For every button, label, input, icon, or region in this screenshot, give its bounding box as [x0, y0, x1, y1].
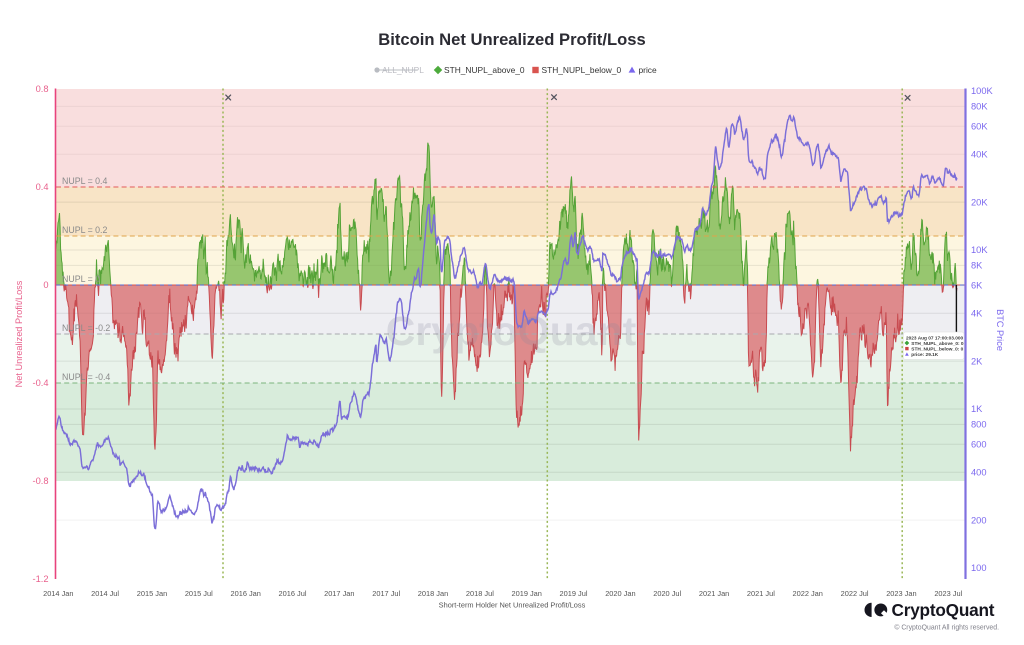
svg-text:80K: 80K	[971, 102, 988, 112]
svg-text:Short-term Holder Net Unrealiz: Short-term Holder Net Unrealized Profit/…	[439, 601, 586, 610]
svg-text:STH_NUPL_above_0: 0: STH_NUPL_above_0: 0	[911, 341, 964, 347]
svg-text:-0.8: -0.8	[32, 476, 48, 486]
svg-text:STH_NUPL_below_0: STH_NUPL_below_0	[542, 65, 622, 75]
svg-text:1K: 1K	[971, 404, 983, 414]
svg-text:6K: 6K	[971, 281, 983, 291]
svg-text:© CryptoQuant All rights reser: © CryptoQuant All rights reserved.	[894, 624, 999, 632]
svg-text:2020 Jan: 2020 Jan	[605, 589, 635, 598]
svg-text:2018 Jul: 2018 Jul	[466, 589, 494, 598]
svg-text:60K: 60K	[971, 122, 988, 132]
svg-text:2022 Jul: 2022 Jul	[841, 589, 869, 598]
svg-text:CryptoQuant: CryptoQuant	[386, 308, 637, 354]
svg-text:20K: 20K	[971, 197, 988, 207]
svg-text:CryptoQuant: CryptoQuant	[892, 600, 995, 620]
svg-text:2016 Jul: 2016 Jul	[279, 589, 307, 598]
svg-text:400: 400	[971, 468, 987, 478]
svg-text:800: 800	[971, 420, 987, 430]
svg-text:100K: 100K	[971, 86, 994, 96]
svg-text:0.8: 0.8	[36, 84, 49, 94]
svg-text:2015 Jul: 2015 Jul	[185, 589, 213, 598]
svg-text:NUPL = 0.2: NUPL = 0.2	[62, 225, 108, 235]
svg-text:Net Unrealized Profit/Loss: Net Unrealized Profit/Loss	[14, 280, 24, 387]
svg-text:2023 Aug 07 17:00:03.000: 2023 Aug 07 17:00:03.000	[906, 336, 963, 342]
svg-text:2015 Jan: 2015 Jan	[137, 589, 167, 598]
svg-text:NUPL = -0.4: NUPL = -0.4	[62, 372, 110, 382]
svg-text:0.4: 0.4	[36, 182, 49, 192]
svg-text:price: 29.1K: price: 29.1K	[911, 352, 938, 358]
svg-text:2018 Jan: 2018 Jan	[418, 589, 448, 598]
svg-text:200: 200	[971, 515, 987, 525]
svg-text:-1.2: -1.2	[32, 574, 48, 584]
svg-text:NUPL = -0.2: NUPL = -0.2	[62, 323, 110, 333]
svg-text:4K: 4K	[971, 309, 983, 319]
svg-text:price: price	[639, 65, 657, 75]
svg-text:BTC Price: BTC Price	[995, 309, 1005, 351]
svg-text:2017 Jan: 2017 Jan	[324, 589, 354, 598]
svg-text:100: 100	[971, 563, 987, 573]
svg-text:2023 Jan: 2023 Jan	[886, 589, 916, 598]
svg-text:0: 0	[43, 280, 48, 290]
svg-text:10K: 10K	[971, 245, 988, 255]
svg-text:600: 600	[971, 440, 987, 450]
svg-text:2014 Jul: 2014 Jul	[91, 589, 119, 598]
svg-text:40K: 40K	[971, 150, 988, 160]
svg-text:STH_NUPL_below_0: 0: STH_NUPL_below_0: 0	[911, 347, 963, 353]
svg-text:2020 Jul: 2020 Jul	[653, 589, 681, 598]
svg-text:2021 Jan: 2021 Jan	[699, 589, 729, 598]
svg-text:2019 Jan: 2019 Jan	[511, 589, 541, 598]
svg-text:2K: 2K	[971, 356, 983, 366]
svg-text:8K: 8K	[971, 261, 983, 271]
svg-text:2019 Jul: 2019 Jul	[560, 589, 588, 598]
svg-text:2016 Jan: 2016 Jan	[230, 589, 260, 598]
svg-text:2023 Jul: 2023 Jul	[934, 589, 962, 598]
svg-text:2014 Jan: 2014 Jan	[43, 589, 73, 598]
svg-text:NUPL = 0.4: NUPL = 0.4	[62, 176, 108, 186]
svg-text:2021 Jul: 2021 Jul	[747, 589, 775, 598]
svg-text:Bitcoin Net Unrealized Profit/: Bitcoin Net Unrealized Profit/Loss	[378, 30, 645, 49]
svg-text:NUPL = 0: NUPL = 0	[62, 274, 100, 284]
svg-text:2022 Jan: 2022 Jan	[792, 589, 822, 598]
svg-text:-0.4: -0.4	[32, 378, 48, 388]
svg-text:STH_NUPL_above_0: STH_NUPL_above_0	[444, 65, 525, 75]
svg-text:2017 Jul: 2017 Jul	[372, 589, 400, 598]
